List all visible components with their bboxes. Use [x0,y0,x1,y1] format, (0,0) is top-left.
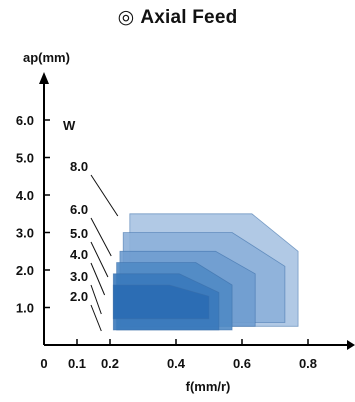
width-header-label: W [63,118,76,133]
y-tick-label: 2.0 [16,263,34,278]
width-label-5-0: 5.0 [70,226,88,241]
circle-dot-icon: ◎ [117,7,135,28]
y-tick-label: 5.0 [16,151,34,166]
y-axis-arrow-icon [39,72,49,84]
region-w-2-0 [112,284,210,320]
x-tick-label: 0.4 [167,356,186,371]
chart-title-text: Axial Feed [140,7,238,28]
leader-line-2-0 [90,304,102,332]
leader-line-6-0 [90,217,112,257]
x-tick-label: 0.2 [101,356,119,371]
leader-line-5-0 [90,241,109,278]
leader-line-8-0 [90,174,119,217]
width-label-3-0: 3.0 [70,269,88,284]
width-label-4-0: 4.0 [70,247,88,262]
x-tick-label: 0 [40,356,47,371]
y-axis-label: ap(mm) [23,50,70,65]
y-tick-label: 4.0 [16,188,34,203]
y-tick-label: 6.0 [16,113,34,128]
chart-title: ◎ Axial Feed [0,6,355,29]
y-tick-label: 3.0 [16,226,34,241]
leader-line-3-0 [90,284,102,315]
y-tick-label: 1.0 [16,301,34,316]
width-label-8-0: 8.0 [70,159,88,174]
width-label-2-0: 2.0 [70,289,88,304]
x-tick-label: 0.1 [68,356,86,371]
x-tick-label: 0.6 [233,356,251,371]
x-axis-arrow-icon [347,340,355,350]
leader-line-4-0 [90,262,106,296]
x-axis-label: f(mm/r) [186,379,231,394]
width-label-6-0: 6.0 [70,202,88,217]
x-tick-label: 0.8 [299,356,317,371]
